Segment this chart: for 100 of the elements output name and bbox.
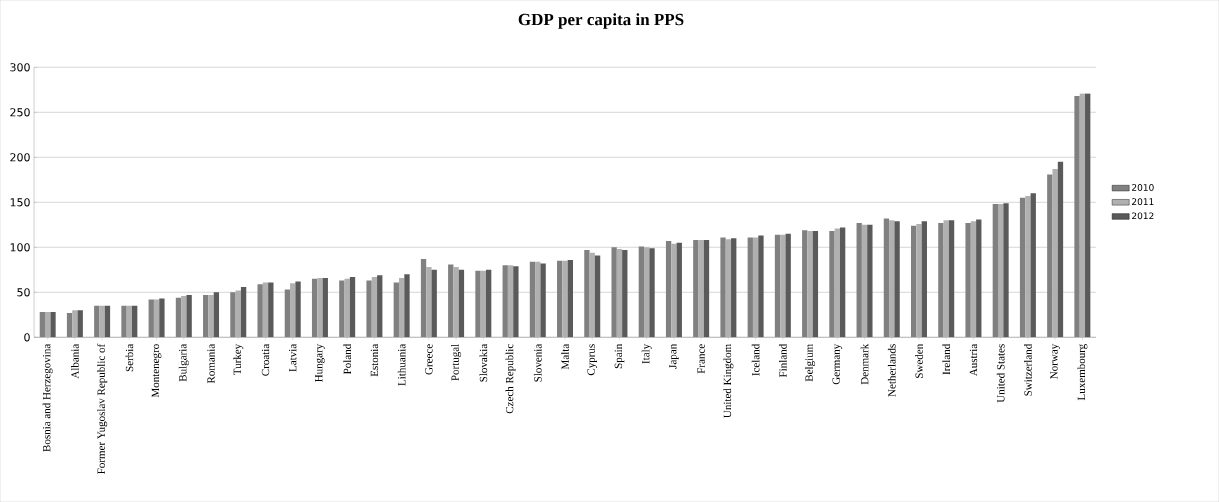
- bar: [1025, 195, 1031, 338]
- bar: [317, 277, 323, 338]
- y-tick-label: 0: [24, 333, 30, 342]
- y-tick-label: 300: [10, 63, 30, 72]
- bar: [1003, 203, 1009, 338]
- bar: [322, 277, 328, 338]
- bar: [507, 265, 514, 338]
- x-tick-label: Spain: [614, 343, 625, 369]
- bar: [268, 282, 274, 338]
- x-tick-label: Netherlands: [887, 344, 896, 397]
- bar: [698, 240, 704, 338]
- x-tick-label: Norway: [1050, 343, 1060, 379]
- chart-title: GDP per capita in PPS: [518, 13, 684, 29]
- bar: [99, 305, 105, 338]
- x-tick-label: Hungary: [315, 343, 325, 382]
- bar: [998, 204, 1004, 338]
- x-tick-label: Poland: [343, 343, 352, 375]
- bar: [671, 243, 677, 338]
- bar: [731, 238, 737, 338]
- y-tick-label: 150: [10, 198, 30, 207]
- bar: [567, 259, 574, 338]
- bar: [513, 266, 519, 338]
- x-tick-label: Estonia: [370, 343, 379, 377]
- legend-label: 2012: [1132, 212, 1154, 220]
- bar: [208, 294, 214, 338]
- x-tick-label: Italy: [641, 343, 652, 364]
- bar: [758, 235, 764, 338]
- bar: [295, 281, 301, 338]
- bar: [371, 276, 378, 338]
- x-tick-label: Finland: [778, 343, 787, 378]
- bar: [104, 305, 111, 338]
- bar: [644, 247, 650, 338]
- bar: [1030, 193, 1036, 338]
- bar: [290, 283, 296, 338]
- y-tick-label: 250: [10, 108, 30, 117]
- bar: [861, 224, 868, 338]
- bar: [480, 270, 486, 338]
- bar: [186, 294, 192, 338]
- bar: [344, 278, 350, 338]
- bar: [431, 269, 437, 338]
- x-tick-label: Latvia: [289, 343, 297, 372]
- bar: [44, 312, 51, 338]
- x-tick-label: Slovakia: [479, 343, 488, 382]
- x-tick-label: Former Yugoslav Republic of: [97, 343, 108, 474]
- bar: [132, 305, 138, 338]
- bar: [752, 237, 759, 338]
- bar: [77, 310, 83, 338]
- x-tick-label: Czech Republic: [505, 344, 516, 414]
- bar: [703, 240, 710, 338]
- bar: [458, 269, 465, 338]
- bar: [948, 220, 955, 338]
- bar: [594, 255, 601, 338]
- bar: [807, 231, 813, 338]
- bar: [235, 290, 241, 338]
- x-tick-label: Belgium: [805, 344, 816, 382]
- bar: [622, 249, 628, 338]
- x-tick-label: Switzerland: [1024, 343, 1032, 396]
- x-tick-label: Malta: [561, 343, 569, 370]
- bar: [213, 292, 220, 338]
- x-tick-label: Cyprus: [587, 344, 598, 376]
- bar: [812, 231, 819, 338]
- x-tick-label: Romania: [207, 343, 215, 384]
- y-tick-label: 200: [10, 153, 30, 162]
- x-tick-label: Germany: [832, 343, 843, 385]
- bar: [1052, 168, 1058, 338]
- bar: [72, 310, 78, 338]
- bar: [349, 276, 356, 338]
- x-tick-label: France: [697, 344, 705, 374]
- x-tick-label: Bulgaria: [178, 343, 189, 382]
- bar: [970, 221, 977, 338]
- x-tick-label: Austria: [969, 343, 978, 377]
- bar: [785, 233, 791, 338]
- legend-label: 2010: [1132, 184, 1154, 191]
- bar: [725, 239, 732, 338]
- x-tick-label: Slovenia: [533, 343, 542, 382]
- bar: [921, 221, 927, 338]
- x-tick-label: Ireland: [942, 343, 951, 375]
- x-tick-label: United Kingdom: [723, 344, 734, 418]
- legend-label: 2011: [1132, 198, 1154, 206]
- bar: [485, 269, 492, 338]
- bar: [916, 223, 922, 338]
- bar: [50, 312, 56, 338]
- bar: [943, 220, 949, 338]
- bar: [535, 261, 541, 338]
- bar: [589, 252, 595, 338]
- x-tick-label: Lithuania: [397, 343, 406, 386]
- bar: [976, 219, 982, 338]
- x-tick-label: Portugal: [451, 344, 462, 381]
- bar: [181, 295, 187, 338]
- x-tick-label: Croatia: [261, 343, 270, 376]
- x-tick-label: Montenegro: [151, 344, 162, 398]
- bar: [676, 242, 682, 338]
- bar: [649, 248, 655, 338]
- bar: [159, 298, 165, 338]
- bar: [377, 275, 383, 338]
- x-tick-label: Bosnia and Herzegovina: [42, 343, 53, 452]
- bar: [867, 224, 873, 338]
- bar: [1057, 161, 1064, 338]
- bar: [616, 249, 623, 338]
- bar: [262, 282, 269, 338]
